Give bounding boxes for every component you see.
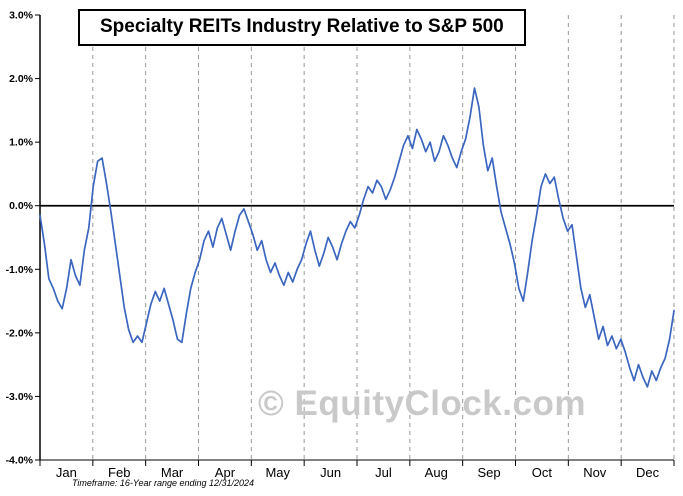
data-series-line bbox=[39, 87, 675, 388]
month-label: Mar bbox=[161, 465, 184, 480]
month-label: Jan bbox=[56, 465, 77, 480]
month-label: Aug bbox=[425, 465, 448, 480]
month-label: Sep bbox=[478, 465, 501, 480]
month-label: Dec bbox=[636, 465, 660, 480]
month-label: Nov bbox=[583, 465, 607, 480]
y-tick-label: 3.0% bbox=[9, 10, 34, 22]
y-tick-label: -4.0% bbox=[6, 455, 34, 467]
month-label: Feb bbox=[108, 465, 130, 480]
month-label: Jun bbox=[320, 465, 341, 480]
y-tick-label: -2.0% bbox=[6, 327, 34, 339]
watermark: © EquityClock.com bbox=[258, 384, 586, 423]
y-tick-label: 0.0% bbox=[9, 200, 34, 212]
month-label: Jul bbox=[375, 465, 392, 480]
month-label: Apr bbox=[215, 465, 236, 480]
y-tick-label: -1.0% bbox=[6, 264, 34, 276]
month-label: May bbox=[265, 465, 290, 480]
y-tick-label: 1.0% bbox=[9, 137, 34, 149]
month-label: Oct bbox=[532, 465, 553, 480]
y-tick-label: -3.0% bbox=[6, 391, 34, 403]
chart-title: Specialty REITs Industry Relative to S&P… bbox=[78, 9, 526, 46]
y-tick-label: 2.0% bbox=[9, 73, 34, 85]
timeframe-note: Timeframe: 16-Year range ending 12/31/20… bbox=[72, 478, 255, 488]
